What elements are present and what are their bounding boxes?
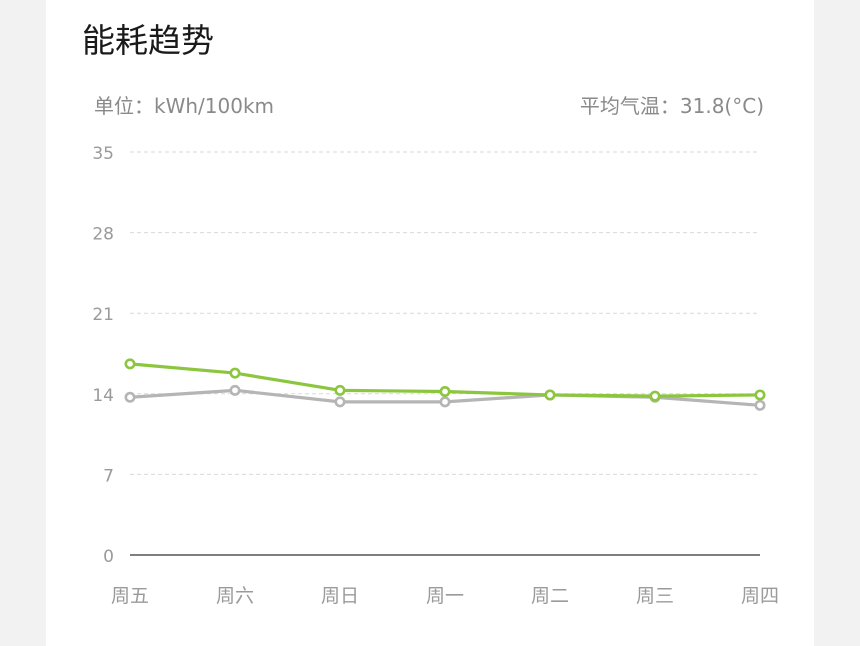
data-point [544, 389, 556, 401]
data-point [439, 396, 451, 408]
x-tick-label: 周四 [741, 585, 779, 607]
y-tick-label: 7 [103, 466, 114, 486]
y-tick-label: 0 [103, 547, 114, 567]
data-point [754, 399, 766, 411]
y-tick-label: 28 [92, 225, 114, 245]
y-tick-label: 14 [92, 386, 114, 406]
energy-line-chart: 0 7 14 21 28 35 周五 周六 周日 周一 周二 周三 周四 [92, 144, 779, 607]
x-tick-label: 周二 [531, 585, 569, 607]
data-point [649, 390, 661, 402]
data-point [754, 389, 766, 401]
energy-trend-card: 能耗趋势 单位：kWh/100km 平均气温：31.8(°C) 0 7 14 21 28… [46, 0, 814, 646]
data-point [124, 358, 136, 370]
x-tick-label: 周三 [636, 585, 674, 607]
x-tick-label: 周五 [111, 585, 149, 607]
data-point [229, 384, 241, 396]
average-temperature-label: 平均气温：31.8(°C) [579, 94, 764, 118]
data-point [229, 367, 241, 379]
x-tick-label: 周日 [321, 585, 359, 607]
y-tick-label: 35 [92, 144, 114, 164]
page-title: 能耗趋势 [82, 21, 214, 60]
data-point [124, 391, 136, 403]
y-tick-label: 21 [92, 305, 114, 325]
data-point [439, 385, 451, 397]
data-point [334, 396, 346, 408]
data-point [334, 384, 346, 396]
x-tick-label: 周一 [426, 585, 464, 607]
x-tick-label: 周六 [216, 585, 254, 607]
unit-label: 单位：kWh/100km [94, 94, 275, 118]
